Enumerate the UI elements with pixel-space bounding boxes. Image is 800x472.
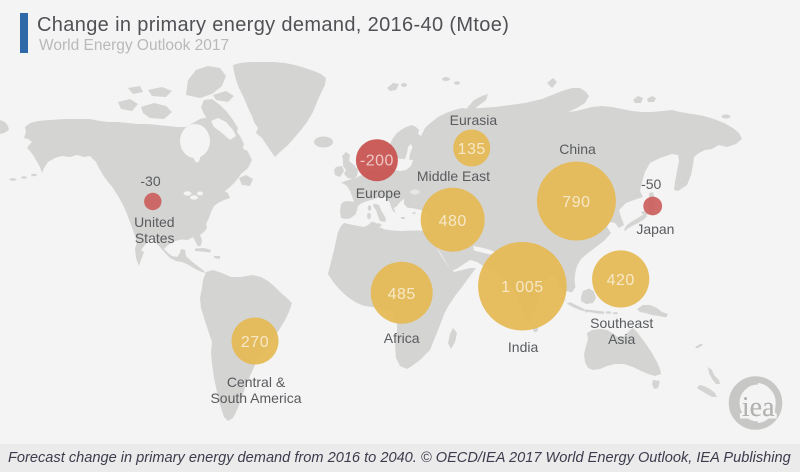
svg-text:-30: -30 xyxy=(140,173,160,189)
svg-text:South America: South America xyxy=(210,390,301,406)
svg-text:480: 480 xyxy=(439,213,467,230)
svg-text:Africa: Africa xyxy=(384,330,420,346)
svg-text:270: 270 xyxy=(241,334,269,351)
svg-text:Middle East: Middle East xyxy=(417,168,490,184)
svg-text:485: 485 xyxy=(388,286,416,303)
svg-text:India: India xyxy=(508,339,539,355)
svg-text:Japan: Japan xyxy=(636,221,674,237)
svg-text:iea: iea xyxy=(742,392,775,423)
svg-text:States: States xyxy=(135,230,175,246)
svg-text:Eurasia: Eurasia xyxy=(450,112,498,128)
svg-text:United: United xyxy=(134,214,174,230)
svg-text:1 005: 1 005 xyxy=(501,279,544,296)
svg-text:Southeast: Southeast xyxy=(590,315,653,331)
svg-text:790: 790 xyxy=(562,194,590,211)
svg-text:Central &: Central & xyxy=(227,374,286,390)
svg-text:-50: -50 xyxy=(641,176,661,192)
svg-text:Europe: Europe xyxy=(356,185,401,201)
svg-text:420: 420 xyxy=(607,272,635,289)
svg-text:China: China xyxy=(559,141,596,157)
svg-text:-200: -200 xyxy=(360,153,394,170)
svg-text:Asia: Asia xyxy=(608,331,635,347)
svg-text:135: 135 xyxy=(458,141,486,158)
svg-text:iea: iea xyxy=(742,392,775,423)
